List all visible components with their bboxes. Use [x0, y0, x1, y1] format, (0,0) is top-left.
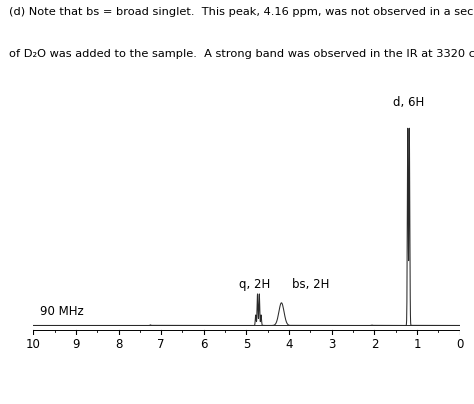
Text: 0: 0	[456, 338, 464, 351]
Text: 5: 5	[243, 338, 250, 351]
Text: 6: 6	[200, 338, 208, 351]
Text: 2: 2	[371, 338, 378, 351]
Text: q, 2H: q, 2H	[238, 278, 270, 291]
Text: of D₂O was added to the sample.  A strong band was observed in the IR at 3320 cm: of D₂O was added to the sample. A strong…	[9, 49, 474, 59]
Text: 10: 10	[26, 338, 41, 351]
Text: 7: 7	[157, 338, 165, 351]
Text: (d) Note that bs = broad singlet.  This peak, 4.16 ppm, was not observed in a se: (d) Note that bs = broad singlet. This p…	[9, 7, 474, 17]
Text: 3: 3	[328, 338, 336, 351]
Text: 9: 9	[72, 338, 80, 351]
Text: 8: 8	[115, 338, 122, 351]
Text: 4: 4	[285, 338, 293, 351]
Text: d, 6H: d, 6H	[393, 96, 424, 109]
Text: 90 MHz: 90 MHz	[40, 305, 83, 318]
Text: bs, 2H: bs, 2H	[292, 278, 329, 291]
Text: 1: 1	[413, 338, 421, 351]
